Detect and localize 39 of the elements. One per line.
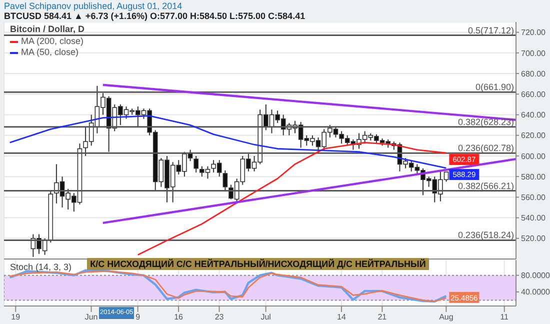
legend-label: MA (50, close) bbox=[21, 47, 79, 58]
x-tick-label: 19 bbox=[11, 312, 21, 322]
x-tick-label: 23 bbox=[214, 312, 224, 322]
y-tick-label: 660.00 bbox=[521, 90, 546, 99]
text: Pavel Schipanov published, August 01, 2014 bbox=[4, 1, 182, 11]
y-tick-label: 720.00 bbox=[521, 28, 546, 38]
y-tick-label: 80.0000 bbox=[521, 271, 550, 280]
x-tick-label: Jun bbox=[84, 312, 98, 322]
y-tick-label: 640.00 bbox=[521, 110, 546, 120]
y-tick-label: 600.00 bbox=[521, 152, 546, 161]
ref-line-label: 0.5(717.12) bbox=[468, 25, 514, 36]
x-tick-label: 9 bbox=[136, 312, 141, 322]
ref-line-label: 0.382(566.21) bbox=[458, 180, 514, 191]
y-tick-label: 680.00 bbox=[521, 69, 546, 78]
candlestick bbox=[222, 170, 228, 192]
line-series bbox=[137, 142, 447, 256]
chart-title: Stoch (14, 3, 3) bbox=[10, 262, 72, 272]
chart-title: Bitcoin / Dollar, D bbox=[10, 24, 85, 34]
x-tick-label: Jul bbox=[260, 312, 272, 322]
ref-line-label: 0.382(628.23) bbox=[458, 116, 514, 127]
y-tick-label: 520.00 bbox=[521, 234, 546, 244]
legend-label: MA (200, close) bbox=[21, 36, 84, 47]
ref-line-label: 0.236(602.78) bbox=[458, 143, 514, 154]
x-tick-label: 21 bbox=[378, 312, 388, 322]
ref-line-label: 0(661.90) bbox=[475, 82, 514, 92]
y-tick-label: 40.0000 bbox=[521, 288, 550, 297]
x-tick-label: 14 bbox=[337, 312, 346, 322]
y-tick-label: 540.00 bbox=[521, 214, 546, 223]
chart-subtitle: BTCUSD 584.41 ▲ +6.73 (+1.16%) O:577.00 H:584.50 L:575.00 C:584.41 bbox=[4, 11, 306, 21]
y-tick-label: 560.00 bbox=[521, 193, 546, 202]
y-tick-label: 580.00 bbox=[521, 172, 546, 182]
y-tick-label: 620.00 bbox=[521, 131, 546, 140]
x-tick-label: 16 bbox=[174, 312, 184, 322]
candlestick bbox=[194, 155, 198, 173]
annotation: К/С НИСХОДЯЩИЙ С/С НЕЙТРАЛЬНЫЙ/НИСХОДЯЩИЙ Д/С НЕЙТРАЛЬНЫЙ bbox=[87, 258, 429, 270]
x-tick-label: 11 bbox=[500, 312, 510, 322]
y-tick-label: 700.00 bbox=[521, 48, 546, 58]
ref-line-label: 0.236(518.24) bbox=[458, 230, 514, 240]
x-tick-label: Aug bbox=[439, 312, 454, 322]
